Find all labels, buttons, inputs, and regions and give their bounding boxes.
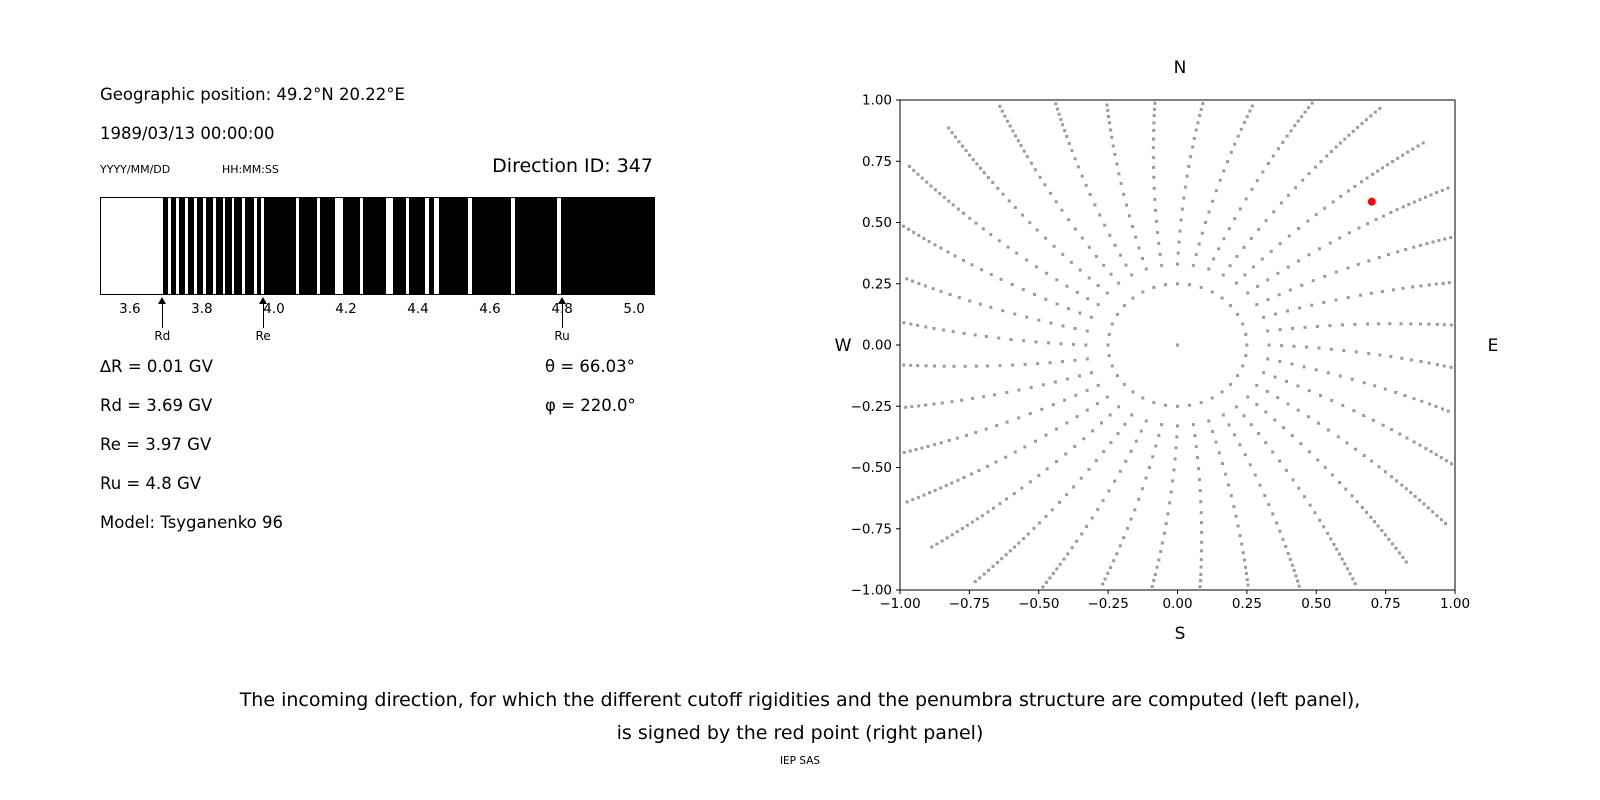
x-tick-label: −1.00 xyxy=(879,596,920,612)
y-tick-label: −0.75 xyxy=(851,521,892,537)
rigidity-tick-label: 5.0 xyxy=(623,301,645,317)
forbidden-band xyxy=(298,198,318,294)
forbidden-band xyxy=(234,198,243,294)
x-tick-label: 0.25 xyxy=(1232,596,1262,612)
param-theta: θ = 66.03° xyxy=(545,357,635,376)
axis-ticks: −1.00 −0.75 −0.50 −0.25 0.00 0.25 0.50 0.75 1.00… xyxy=(851,93,1470,613)
time-format-label: HH:MM:SS xyxy=(222,163,279,176)
plot-frame xyxy=(899,99,1456,591)
rigidity-tick-label: 4.4 xyxy=(407,301,429,317)
forbidden-band xyxy=(244,198,254,294)
x-tick-label: 0.50 xyxy=(1301,596,1331,612)
x-tick-label: −0.50 xyxy=(1018,596,1059,612)
param-rd: Rd = 3.69 GV xyxy=(100,396,213,415)
datetime-text: 1989/03/13 00:00:00 xyxy=(100,124,275,143)
param-ru: Ru = 4.8 GV xyxy=(100,474,202,493)
direction-scatter-plot: −1.00 −0.75 −0.50 −0.25 0.00 0.25 0.50 0.75 1.00… xyxy=(851,93,1470,613)
y-tick-label: 0.75 xyxy=(862,154,892,170)
y-tick-label: 0.00 xyxy=(862,338,892,354)
direction-dots xyxy=(902,101,1453,589)
rigidity-tick-label: 3.8 xyxy=(191,301,213,317)
x-tick-label: −0.25 xyxy=(1087,596,1128,612)
up-arrow-shaft xyxy=(161,300,163,328)
figure-caption: The incoming direction, for which the di… xyxy=(0,684,1600,750)
y-tick-label: 1.00 xyxy=(862,93,892,109)
forbidden-band xyxy=(515,198,558,294)
forbidden-band xyxy=(215,198,223,294)
x-tick-label: −0.75 xyxy=(949,596,990,612)
y-tick-label: −1.00 xyxy=(851,583,892,599)
param-phi: φ = 220.0° xyxy=(545,396,636,415)
x-tick-label: 0.75 xyxy=(1371,596,1401,612)
x-tick-label: 1.00 xyxy=(1440,596,1470,612)
direction-map-panel: N S W E −1.00 −0.75 −0.50 −0.25 0.00 0.25 0.50… xyxy=(830,55,1520,670)
penumbra-barcode-plot xyxy=(100,197,655,295)
caption-line-2: is signed by the red point (right panel) xyxy=(616,722,984,744)
compass-north-label: N xyxy=(1173,58,1187,78)
cutoff-info-panel: Geographic position: 49.2°N 20.22°E 1989… xyxy=(100,85,655,565)
date-format-label: YYYY/MM/DD xyxy=(100,163,171,176)
caption-line-1: The incoming direction, for which the di… xyxy=(239,689,1361,711)
cutoff-marker-label: Rd xyxy=(154,329,171,343)
forbidden-band xyxy=(472,198,512,294)
y-tick-label: 0.50 xyxy=(862,215,892,231)
rigidity-tick-label: 3.6 xyxy=(119,301,141,317)
forbidden-band xyxy=(188,198,194,294)
forbidden-band xyxy=(342,198,360,294)
forbidden-band xyxy=(429,198,435,294)
up-arrow-shaft xyxy=(561,300,563,328)
rigidity-tick-label: 4.6 xyxy=(479,301,501,317)
y-tick-label: −0.25 xyxy=(851,399,892,415)
param-model: Model: Tsyganenko 96 xyxy=(100,513,284,532)
param-re: Re = 3.97 GV xyxy=(100,435,212,454)
forbidden-band xyxy=(409,198,426,294)
forbidden-band xyxy=(170,198,177,294)
compass-east-label: E xyxy=(1487,336,1499,356)
forbidden-band xyxy=(392,198,407,294)
cutoff-markers: Rd Re Ru xyxy=(100,297,655,349)
cutoff-marker-label: Ru xyxy=(554,329,570,343)
forbidden-band xyxy=(163,198,169,294)
y-tick-label: 0.25 xyxy=(862,276,892,292)
x-tick-label: 0.00 xyxy=(1162,596,1192,612)
forbidden-band xyxy=(205,198,213,294)
forbidden-band xyxy=(561,198,654,294)
forbidden-band xyxy=(196,198,203,294)
y-tick-label: −0.50 xyxy=(851,460,892,476)
up-arrow-shaft xyxy=(262,300,264,328)
forbidden-band xyxy=(263,198,296,294)
param-delta-r: ∆R = 0.01 GV xyxy=(100,357,213,376)
direction-id-text: Direction ID: 347 xyxy=(492,155,653,177)
forbidden-band xyxy=(438,198,469,294)
red-direction-point xyxy=(1367,197,1376,206)
forbidden-band xyxy=(256,198,262,294)
compass-south-label: S xyxy=(1174,624,1186,644)
rigidity-tick-label: 4.2 xyxy=(335,301,357,317)
forbidden-band xyxy=(320,198,335,294)
rigidity-tick-label: 4.0 xyxy=(263,301,285,317)
forbidden-band xyxy=(225,198,232,294)
forbidden-band xyxy=(178,198,186,294)
cutoff-marker-label: Re xyxy=(255,329,271,343)
geographic-position-text: Geographic position: 49.2°N 20.22°E xyxy=(100,85,405,104)
forbidden-band xyxy=(363,198,386,294)
compass-west-label: W xyxy=(834,336,852,356)
credit-text: IEP SAS xyxy=(779,755,821,767)
